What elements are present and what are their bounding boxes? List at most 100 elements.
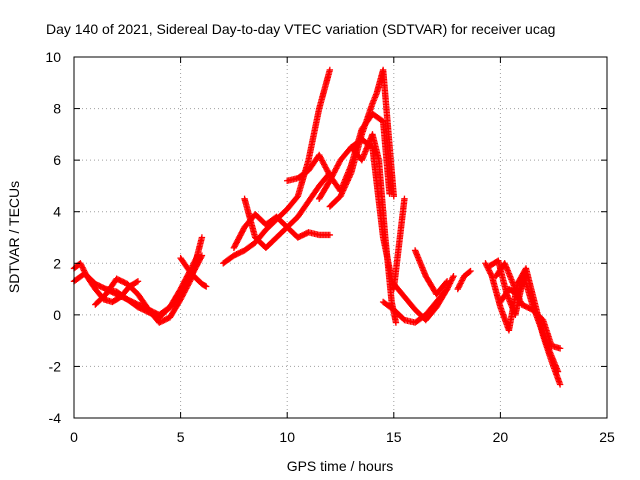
y-tick-label: -4 (49, 410, 62, 426)
data-point-marker (78, 262, 86, 270)
data-point-marker (459, 275, 466, 283)
x-tick-label: 25 (599, 429, 615, 445)
data-point-marker (487, 271, 495, 278)
data-point-marker (341, 182, 349, 190)
data-point-marker (347, 171, 354, 178)
data-point-marker (337, 193, 344, 200)
data-point-marker (193, 253, 201, 261)
data-point-marker (482, 260, 489, 267)
data-point-marker (442, 279, 450, 286)
data-point-marker (448, 277, 455, 284)
y-axis-label: SDTVAR / TECUs (6, 181, 22, 293)
data-point-marker (202, 283, 210, 290)
data-point-marker (326, 66, 334, 74)
series-track-05 (177, 254, 210, 290)
data-point-marker (345, 175, 352, 183)
data-point-marker (444, 284, 452, 291)
series-track-15 (411, 247, 451, 298)
data-point-marker (401, 195, 408, 203)
data-point-marker (443, 285, 451, 293)
data-point-marker (455, 284, 462, 291)
data-point-marker (192, 256, 199, 264)
data-point-marker (326, 231, 334, 239)
axis-ticks: 0 5 10 15 20 25 -4 -2 0 2 4 6 8 10 (45, 49, 615, 445)
y-tick-label: -2 (49, 358, 62, 374)
data-point-marker (485, 267, 493, 274)
data-point-marker (455, 283, 463, 290)
data-point-marker (344, 177, 352, 184)
data-point-marker (449, 274, 456, 281)
data-point-marker (341, 184, 348, 191)
x-tick-label: 5 (177, 429, 185, 445)
y-tick-label: 6 (53, 152, 61, 168)
data-point-marker (82, 270, 89, 277)
series-track-08 (241, 169, 334, 252)
data-point-marker (340, 185, 348, 193)
data-point-marker (189, 262, 196, 269)
data-point-marker (487, 270, 494, 277)
data-point-marker (190, 259, 198, 266)
data-point-marker (467, 267, 474, 275)
data-point-marker (339, 188, 346, 196)
series-track-04 (102, 252, 201, 321)
data-point-marker (522, 272, 530, 280)
data-point-marker (390, 193, 397, 200)
data-point-marker (456, 281, 464, 288)
data-point-marker (448, 275, 456, 283)
data-point-marker (187, 276, 194, 284)
y-tick-label: 2 (53, 255, 61, 271)
data-point-marker (458, 278, 465, 286)
data-point-marker (345, 174, 353, 181)
data-point-marker (522, 274, 529, 281)
data-point-marker (338, 190, 346, 197)
data-point-marker (193, 255, 200, 262)
data-point-marker (81, 268, 88, 276)
series-track-12 (347, 136, 408, 293)
series-track-14 (390, 272, 457, 324)
x-tick-label: 10 (279, 429, 295, 445)
y-tick-label: 10 (45, 49, 61, 65)
data-point-marker (457, 280, 464, 287)
data-point-marker (458, 277, 466, 284)
data-point-marker (554, 368, 562, 375)
x-tick-label: 20 (493, 429, 509, 445)
data-point-marker (392, 319, 400, 326)
y-tick-label: 0 (53, 307, 61, 323)
series-track-20 (497, 272, 530, 306)
x-axis-label: GPS time / hours (287, 458, 394, 474)
data-point-marker (454, 285, 461, 293)
data-point-marker (556, 345, 564, 352)
data-point-marker (79, 264, 86, 271)
data-point-marker (80, 267, 88, 274)
data-point-marker (198, 234, 206, 241)
data-point-marker (133, 278, 140, 286)
series-track-19 (492, 260, 564, 352)
data-point-marker (191, 258, 199, 265)
data-point-marker (343, 179, 350, 187)
data-point-marker (343, 178, 351, 185)
data-point-marker (342, 181, 350, 188)
data-point-marker (466, 268, 473, 276)
data-point-marker (194, 252, 201, 259)
series-track-10 (326, 66, 397, 210)
data-points (70, 66, 564, 388)
data-point-marker (346, 172, 354, 180)
data-point-marker (450, 272, 457, 280)
data-point-marker (485, 265, 492, 273)
y-tick-label: 4 (53, 204, 61, 220)
data-point-marker (337, 191, 345, 198)
chart-title: Day 140 of 2021, Sidereal Day-to-day VTE… (46, 21, 555, 37)
x-tick-label: 0 (70, 429, 78, 445)
plot-frame (73, 56, 608, 419)
data-point-marker (190, 260, 197, 268)
data-point-marker (80, 265, 87, 273)
series-track-16 (454, 267, 474, 293)
y-tick-label: 8 (53, 101, 61, 117)
data-point-marker (556, 381, 564, 388)
data-point-marker (486, 268, 493, 276)
data-point-marker (339, 187, 347, 194)
data-point-marker (134, 278, 142, 285)
data-point-marker (77, 261, 85, 268)
